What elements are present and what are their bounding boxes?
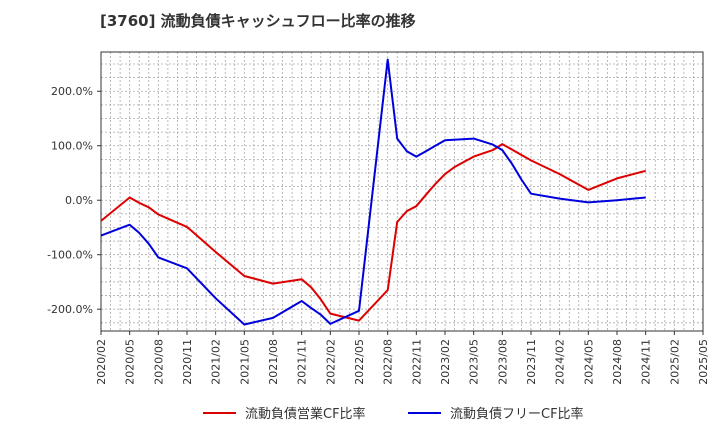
x-tick-label: 2021/02: [210, 339, 223, 385]
y-tick-label: 100.0%: [51, 140, 93, 153]
legend-label-2: 流動負債フリーCF比率: [450, 406, 584, 422]
chart-title: [3760] 流動負債キャッシュフロー比率の推移: [100, 12, 416, 30]
x-tick-label: 2022/11: [410, 339, 423, 385]
x-tick-label: 2021/05: [238, 339, 251, 385]
x-tick-label: 2023/05: [468, 339, 481, 385]
y-tick-label: 200.0%: [51, 85, 93, 98]
x-tick-label: 2025/02: [668, 339, 681, 385]
x-tick-label: 2022/02: [324, 339, 337, 385]
x-tick-label: 2022/05: [353, 339, 366, 385]
x-tick-label: 2023/08: [496, 339, 509, 385]
y-tick-label: -200.0%: [47, 303, 93, 316]
x-tick-label: 2021/08: [267, 339, 280, 385]
x-tick-label: 2021/11: [296, 339, 309, 385]
x-tick-label: 2023/02: [439, 339, 452, 385]
series-line-2: [100, 58, 646, 326]
series-line-1: [100, 143, 646, 322]
x-tick-label: 2020/11: [181, 339, 194, 385]
legend-label-1: 流動負債営業CF比率: [245, 406, 366, 422]
x-tick-label: 2024/08: [611, 339, 624, 385]
x-tick-label: 2024/02: [554, 339, 567, 385]
x-tick-label: 2024/11: [640, 339, 653, 385]
y-tick-label: -100.0%: [47, 249, 93, 262]
x-tick-label: 2020/02: [95, 339, 108, 385]
x-tick-label: 2024/05: [582, 339, 595, 385]
x-tick-label: 2022/08: [382, 339, 395, 385]
y-tick-label: 0.0%: [65, 194, 93, 207]
x-tick-label: 2023/11: [525, 339, 538, 385]
x-tick-label: 2020/08: [152, 339, 165, 385]
plot-frame: [100, 51, 704, 332]
x-tick-label: 2025/05: [697, 339, 710, 385]
x-tick-label: 2020/05: [124, 339, 137, 385]
